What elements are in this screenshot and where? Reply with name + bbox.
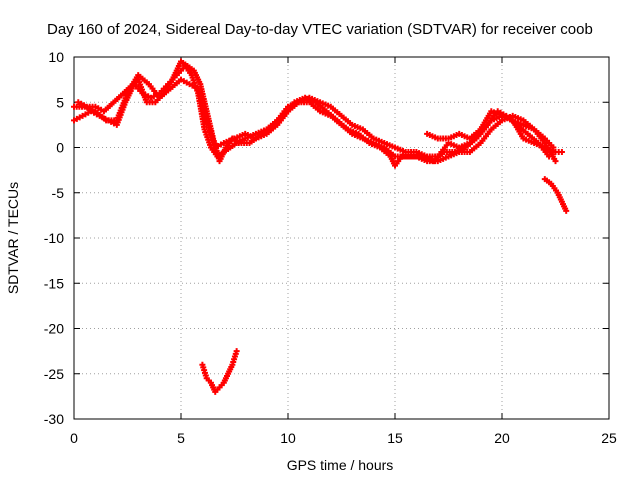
y-tick-label: 10 — [48, 49, 64, 65]
x-axis-label: GPS time / hours — [287, 457, 394, 473]
y-tick-label: 0 — [56, 140, 64, 156]
series-track-c — [75, 58, 553, 169]
y-tick-label: -20 — [44, 321, 64, 337]
y-axis-ticks: -30 -25 -20 -15 -10 -5 0 5 10 — [44, 49, 609, 427]
series-tail — [541, 176, 570, 214]
data-series — [71, 58, 570, 395]
y-tick-label: -15 — [44, 275, 64, 291]
data-point — [546, 153, 553, 160]
grid — [74, 57, 609, 419]
y-tick-label: -10 — [44, 230, 64, 246]
data-point — [552, 158, 559, 165]
y-tick-label: -25 — [44, 366, 64, 382]
x-tick-label: 5 — [177, 430, 185, 446]
data-point — [558, 149, 565, 156]
y-axis-label: SDTVAR / TECUs — [5, 182, 21, 294]
x-tick-label: 15 — [387, 430, 403, 446]
x-tick-label: 25 — [601, 430, 617, 446]
x-axis-ticks: 0 5 10 15 20 25 — [70, 57, 617, 446]
data-point — [563, 207, 570, 214]
x-tick-label: 20 — [494, 430, 510, 446]
series-track-d — [424, 108, 557, 151]
chart-title: Day 160 of 2024, Sidereal Day-to-day VTE… — [47, 21, 593, 38]
y-tick-label: -5 — [52, 185, 65, 201]
series-outlier — [199, 348, 240, 395]
y-tick-label: 5 — [56, 94, 64, 110]
data-point — [550, 144, 557, 151]
data-point — [233, 348, 240, 355]
y-tick-label: -30 — [44, 411, 64, 427]
x-tick-label: 0 — [70, 430, 78, 446]
x-tick-label: 10 — [280, 430, 296, 446]
